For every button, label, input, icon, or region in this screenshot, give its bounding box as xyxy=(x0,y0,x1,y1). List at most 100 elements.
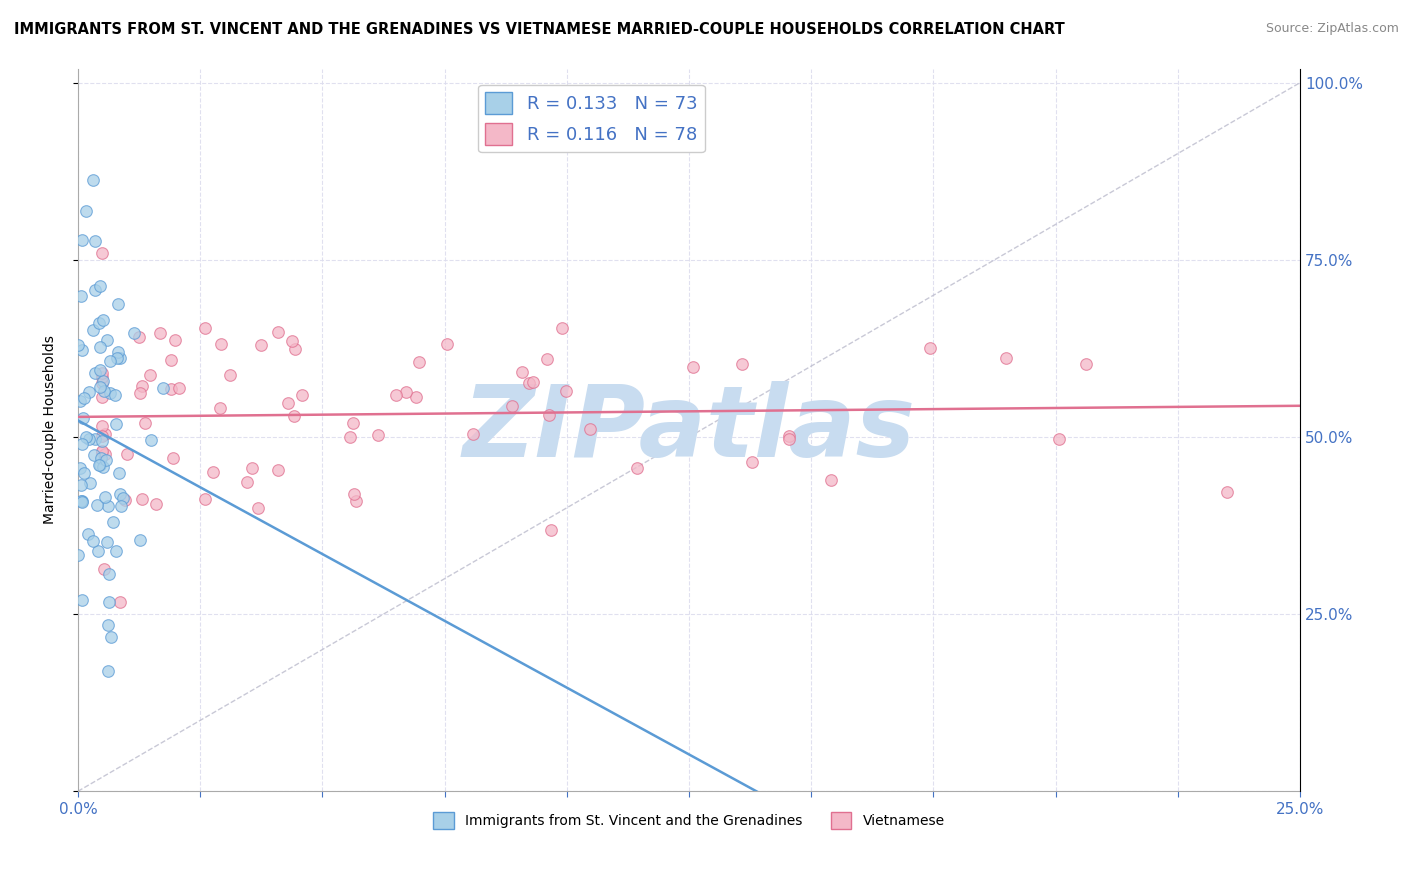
Point xyxy=(395,385,418,400)
Point xyxy=(75,204,97,219)
Point xyxy=(91,443,114,458)
Point xyxy=(579,422,602,436)
Point xyxy=(344,494,367,508)
Point xyxy=(522,375,544,389)
Point xyxy=(94,427,117,442)
Point xyxy=(124,326,146,340)
Point xyxy=(267,325,290,339)
Point xyxy=(70,494,93,508)
Point xyxy=(94,491,117,505)
Point xyxy=(89,380,111,394)
Point xyxy=(778,429,800,443)
Point xyxy=(114,493,136,508)
Point xyxy=(240,461,263,475)
Point xyxy=(461,427,484,442)
Point xyxy=(84,433,107,447)
Point xyxy=(97,566,120,581)
Point xyxy=(91,369,114,384)
Point xyxy=(105,351,128,365)
Point xyxy=(75,430,97,444)
Point xyxy=(91,434,114,448)
Point xyxy=(93,562,115,576)
Point xyxy=(139,368,162,382)
Point xyxy=(87,544,110,558)
Point xyxy=(108,351,131,365)
Point xyxy=(281,334,304,348)
Point xyxy=(731,357,754,371)
Point xyxy=(91,374,114,388)
Point xyxy=(77,527,100,541)
Point xyxy=(108,466,131,480)
Point xyxy=(89,340,111,354)
Point xyxy=(149,326,172,340)
Point xyxy=(105,544,128,558)
Point xyxy=(107,344,129,359)
Point xyxy=(152,381,174,395)
Point xyxy=(385,388,408,402)
Point xyxy=(100,630,122,644)
Point xyxy=(129,533,152,547)
Point xyxy=(77,432,100,446)
Point xyxy=(89,316,111,330)
Point xyxy=(194,492,217,507)
Point xyxy=(98,354,121,368)
Point xyxy=(408,355,430,369)
Point xyxy=(778,433,800,447)
Point xyxy=(91,419,114,434)
Point xyxy=(501,399,523,413)
Point xyxy=(339,430,361,444)
Point xyxy=(267,463,290,477)
Text: IMMIGRANTS FROM ST. VINCENT AND THE GRENADINES VS VIETNAMESE MARRIED-COUPLE HOUS: IMMIGRANTS FROM ST. VINCENT AND THE GREN… xyxy=(14,22,1064,37)
Point xyxy=(77,385,100,400)
Point xyxy=(131,491,153,506)
Point xyxy=(1047,433,1070,447)
Point xyxy=(91,313,114,327)
Point xyxy=(72,467,94,481)
Point xyxy=(110,499,132,513)
Point xyxy=(101,515,124,529)
Point xyxy=(994,351,1017,365)
Point xyxy=(93,460,115,475)
Point xyxy=(165,334,187,348)
Point xyxy=(1215,485,1237,500)
Point xyxy=(89,278,111,293)
Point xyxy=(105,417,128,432)
Point xyxy=(342,416,364,430)
Point xyxy=(67,338,90,352)
Point xyxy=(117,447,139,461)
Point xyxy=(367,428,389,442)
Point xyxy=(70,593,93,607)
Point xyxy=(90,451,112,466)
Point xyxy=(69,460,91,475)
Point xyxy=(167,382,190,396)
Point xyxy=(510,365,533,379)
Point xyxy=(97,500,120,514)
Point xyxy=(250,337,273,351)
Point xyxy=(96,333,118,347)
Point xyxy=(83,283,105,297)
Point xyxy=(162,451,184,466)
Point xyxy=(72,410,94,425)
Point xyxy=(70,436,93,450)
Point xyxy=(94,447,117,461)
Point xyxy=(91,376,114,390)
Point xyxy=(83,234,105,248)
Point xyxy=(291,388,314,402)
Point xyxy=(91,429,114,443)
Point xyxy=(98,595,121,609)
Point xyxy=(91,445,114,459)
Point xyxy=(91,246,114,260)
Point xyxy=(160,382,183,396)
Point xyxy=(160,353,183,368)
Point xyxy=(920,341,942,355)
Point xyxy=(91,366,114,380)
Point xyxy=(202,465,225,479)
Point xyxy=(128,330,150,344)
Point xyxy=(86,498,108,512)
Point xyxy=(70,478,93,492)
Point xyxy=(540,524,562,538)
Point xyxy=(112,491,135,506)
Point xyxy=(70,343,93,357)
Point xyxy=(89,458,111,473)
Point xyxy=(67,549,90,563)
